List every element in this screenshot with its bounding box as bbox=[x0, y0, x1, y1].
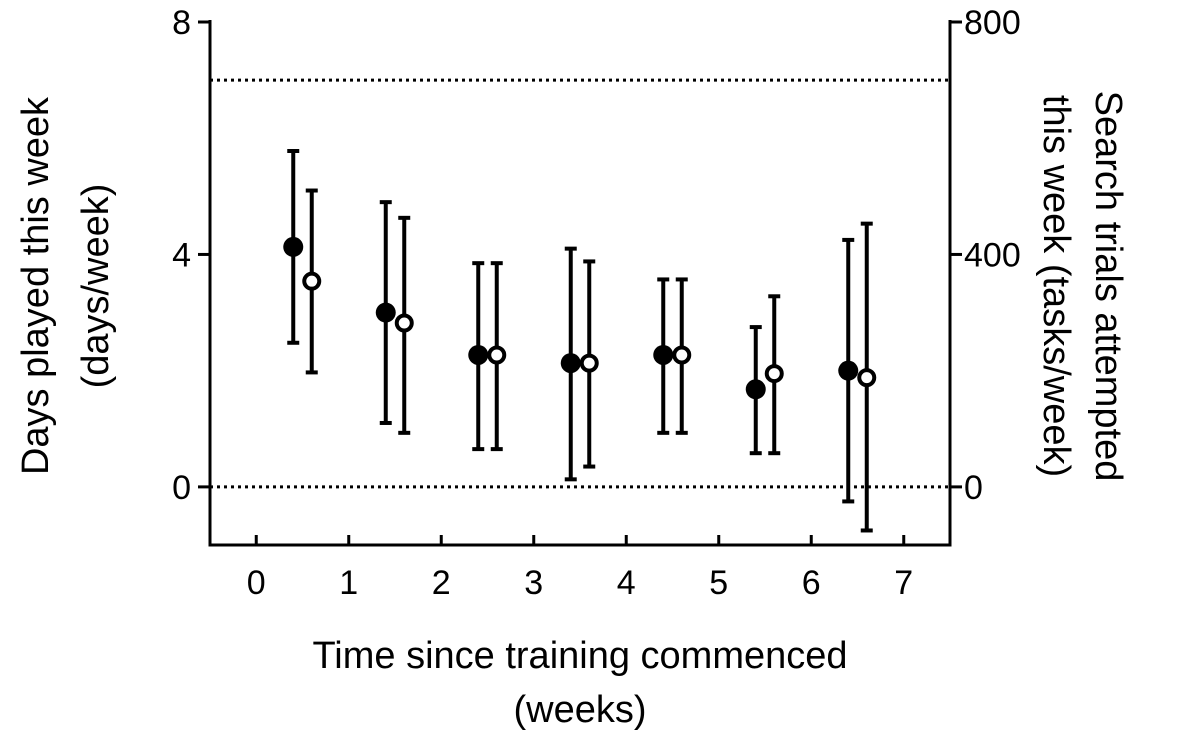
right-y-tick-label-0: 0 bbox=[964, 469, 983, 507]
x-tick-label-2: 2 bbox=[432, 564, 451, 602]
point-open-0 bbox=[302, 271, 322, 291]
point-open-6 bbox=[857, 368, 877, 388]
left-y-axis-title-line1: Days played this week bbox=[15, 96, 57, 475]
data-points bbox=[283, 236, 877, 400]
reference-lines bbox=[210, 78, 950, 489]
x-tick-label-1: 1 bbox=[339, 564, 358, 602]
x-tick-label-4: 4 bbox=[617, 564, 636, 602]
right-y-axis-title-line1: Search trials attempted bbox=[1087, 91, 1129, 482]
point-filled-4 bbox=[653, 344, 674, 365]
right-y-tick-label-800: 800 bbox=[964, 4, 1021, 42]
error-bars bbox=[287, 149, 873, 533]
left-y-tick-label-8: 8 bbox=[172, 4, 191, 42]
point-filled-0 bbox=[283, 236, 304, 257]
point-filled-6 bbox=[838, 360, 859, 381]
point-filled-2 bbox=[468, 344, 489, 365]
point-open-3 bbox=[579, 353, 599, 373]
axes bbox=[208, 20, 952, 547]
point-open-5 bbox=[764, 364, 784, 384]
point-open-2 bbox=[487, 345, 507, 365]
point-open-1 bbox=[394, 313, 414, 333]
point-filled-1 bbox=[375, 302, 396, 323]
x-tick-label-0: 0 bbox=[247, 564, 266, 602]
point-filled-5 bbox=[745, 379, 766, 400]
right-y-tick-label-400: 400 bbox=[964, 236, 1021, 274]
ticks: 0 1 2 3 4 5 6 7 0 4 8 0 400 800 bbox=[172, 4, 1021, 602]
x-tick-label-6: 6 bbox=[802, 564, 821, 602]
point-filled-3 bbox=[560, 353, 581, 374]
x-tick-label-3: 3 bbox=[524, 564, 543, 602]
x-tick-label-5: 5 bbox=[709, 564, 728, 602]
right-y-axis-title-line2: this week (tasks/week) bbox=[1035, 95, 1077, 477]
x-axis-title-line2: (weeks) bbox=[513, 689, 646, 731]
left-y-tick-label-0: 0 bbox=[172, 469, 191, 507]
point-open-4 bbox=[672, 345, 692, 365]
x-tick-label-7: 7 bbox=[894, 564, 913, 602]
left-y-tick-label-4: 4 bbox=[172, 236, 191, 274]
x-axis-title-line1: Time since training commenced bbox=[312, 635, 847, 677]
left-y-axis-title-line2: (days/week) bbox=[75, 184, 117, 389]
